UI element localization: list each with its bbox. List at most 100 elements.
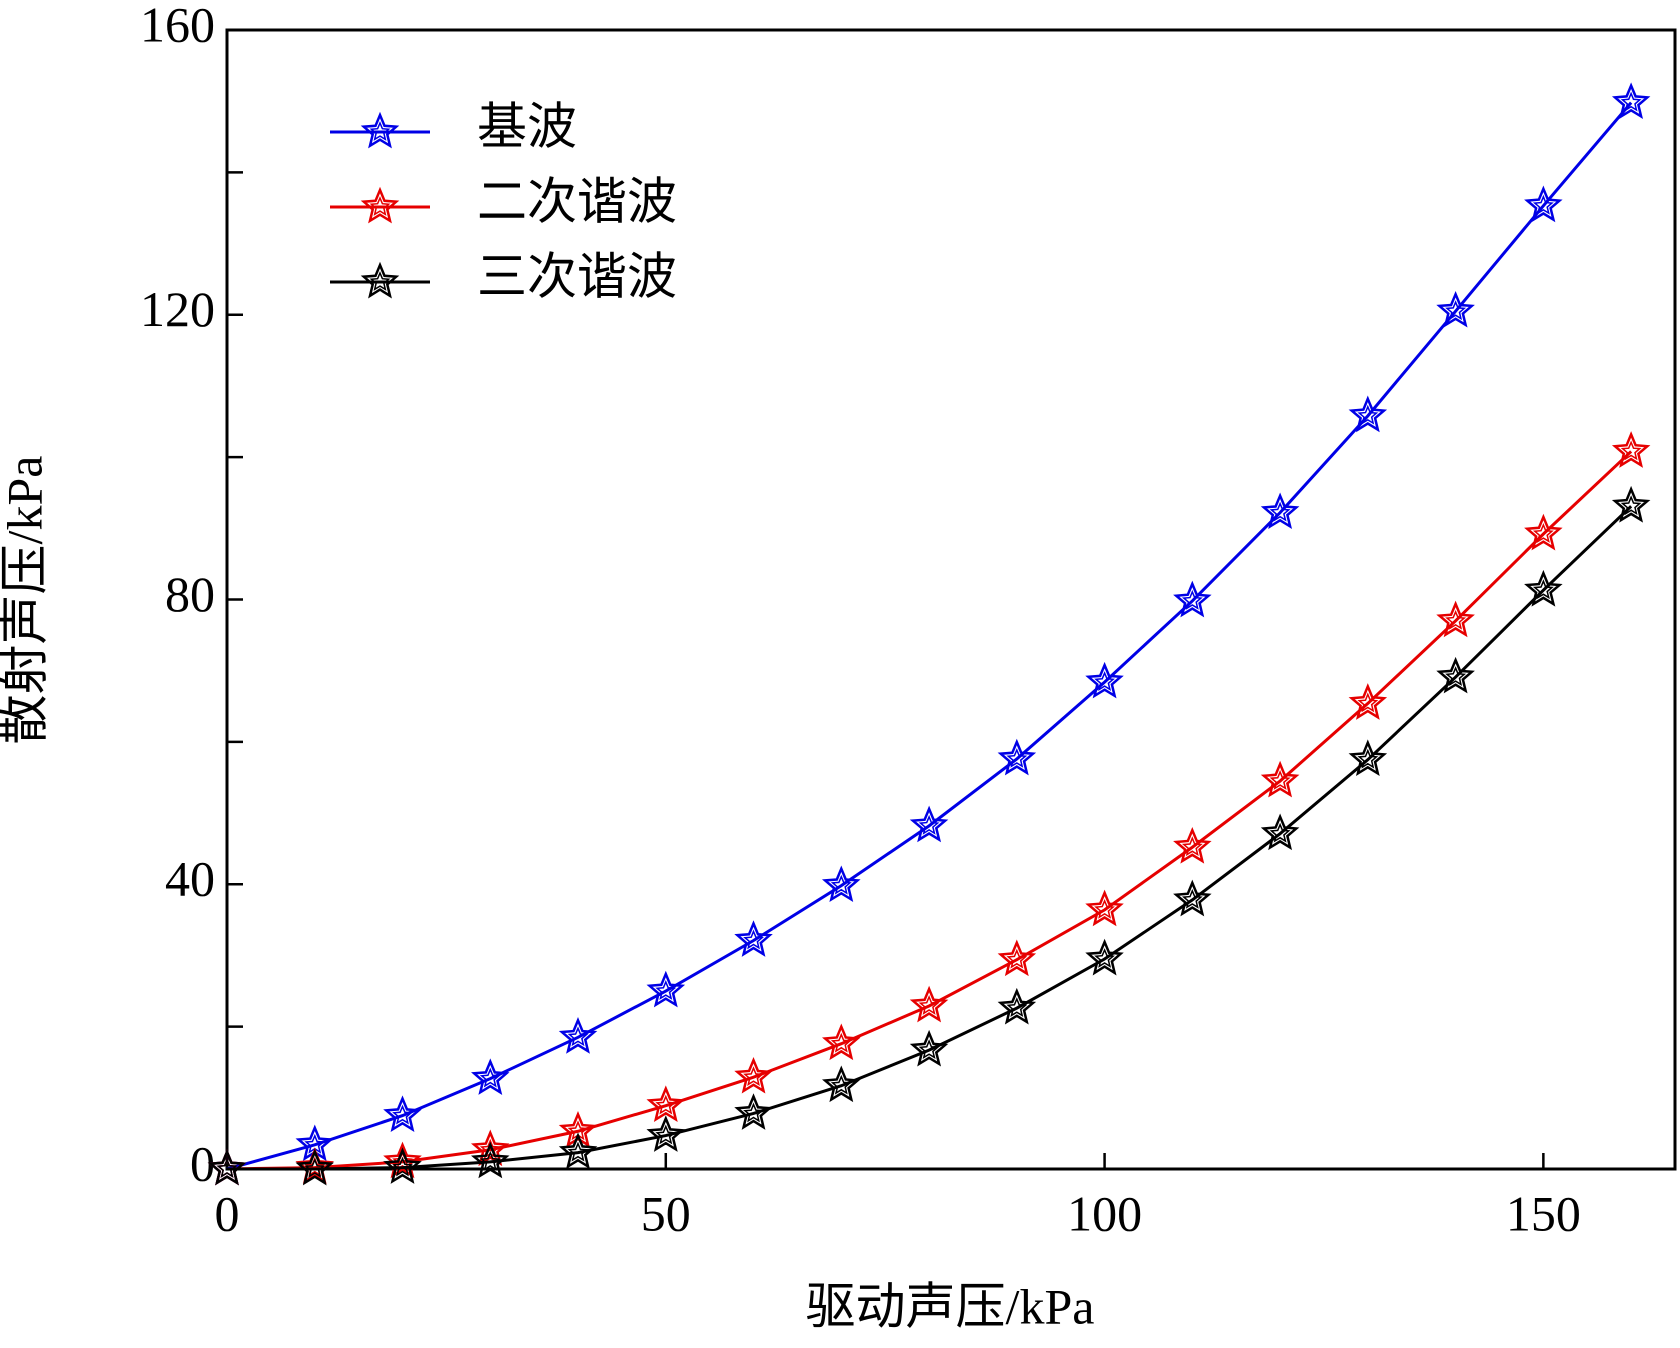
series-line (226, 101, 1633, 1171)
marker (1436, 656, 1475, 694)
marker-inner (1532, 194, 1554, 215)
marker (909, 1029, 949, 1067)
legend-marker (360, 186, 400, 224)
x-tick-label: 150 (1506, 1185, 1581, 1241)
marker (734, 1056, 773, 1094)
marker-inner (743, 929, 764, 950)
marker-inner (830, 1074, 852, 1095)
marker-inner (1532, 523, 1554, 543)
marker (1436, 290, 1475, 328)
marker-inner (1620, 495, 1642, 516)
marker (646, 1115, 686, 1152)
marker-inner (1006, 748, 1028, 768)
marker (1173, 826, 1212, 864)
marker (1524, 569, 1563, 607)
marker-inner (216, 1158, 238, 1178)
marker (383, 1147, 422, 1184)
marker-inner (1620, 440, 1642, 461)
marker (1348, 683, 1388, 720)
marker (1085, 938, 1124, 976)
marker (1348, 739, 1388, 777)
marker (558, 1017, 598, 1054)
marker (1260, 760, 1300, 798)
marker-inner (567, 1026, 589, 1047)
marker (558, 1111, 598, 1148)
marker (909, 985, 949, 1023)
marker (1611, 485, 1651, 523)
marker (822, 1065, 861, 1103)
marker-inner (743, 1102, 764, 1123)
marker (470, 1141, 510, 1179)
marker-inner (655, 980, 677, 1000)
marker (734, 920, 773, 957)
marker-inner (830, 874, 852, 895)
series-line (226, 450, 1633, 1171)
marker (295, 1147, 335, 1184)
marker (383, 1095, 422, 1133)
series-line (227, 505, 1633, 1171)
marker-inner (1094, 671, 1115, 692)
marker-inner (567, 1141, 589, 1162)
plot-frame (225, 28, 1677, 1171)
marker (909, 805, 949, 843)
legend-marker (360, 111, 400, 149)
marker (821, 865, 861, 903)
marker-inner (1357, 692, 1379, 713)
marker-inner (1532, 579, 1554, 600)
marker (1524, 513, 1563, 551)
marker-inner (1269, 501, 1291, 522)
marker (1260, 813, 1300, 851)
marker-inner (479, 1150, 501, 1171)
y-tick-label: 160 (140, 0, 215, 52)
marker-inner (1181, 589, 1203, 610)
marker-inner (1006, 948, 1028, 969)
marker (1348, 395, 1388, 433)
marker (997, 987, 1037, 1025)
marker (1436, 600, 1475, 638)
marker-inner (1357, 748, 1379, 769)
marker-inner (1181, 888, 1203, 909)
marker-inner (392, 1156, 413, 1177)
marker (1260, 492, 1300, 530)
marker-inner (392, 1104, 413, 1125)
x-axis-label: 驱动声压/kPa (806, 1278, 1095, 1334)
marker-inner (1094, 948, 1115, 968)
marker (1173, 879, 1212, 917)
marker-inner (1620, 91, 1642, 112)
marker (1173, 580, 1212, 618)
marker-inner (1181, 836, 1203, 857)
x-tick-label: 100 (1067, 1185, 1142, 1241)
marker-inner (304, 1156, 326, 1177)
marker (295, 1148, 334, 1186)
marker-inner (1445, 666, 1467, 687)
marker (997, 738, 1037, 776)
marker (646, 1085, 686, 1123)
marker-inner (369, 271, 391, 291)
legend-label: 三次谐波 (477, 248, 677, 304)
marker (1611, 82, 1651, 120)
marker-inner (918, 1039, 940, 1059)
y-axis-label: 散射声压/kPa (0, 456, 52, 745)
marker (997, 939, 1037, 977)
marker (470, 1129, 510, 1167)
marker-inner (369, 121, 391, 141)
marker-inner (655, 1094, 677, 1115)
marker (646, 970, 686, 1008)
marker (383, 1141, 422, 1179)
x-tick-label: 0 (215, 1185, 240, 1241)
marker-inner (918, 814, 940, 835)
marker-inner (1094, 898, 1115, 919)
marker (1524, 185, 1563, 223)
marker-inner (830, 1032, 852, 1053)
marker-inner (1269, 822, 1291, 843)
marker (822, 1023, 861, 1061)
marker (1085, 889, 1124, 927)
marker-inner (1445, 300, 1467, 321)
marker-inner (918, 995, 940, 1015)
legend-label: 基波 (477, 98, 577, 154)
marker-inner (369, 196, 391, 216)
marker (1611, 431, 1651, 468)
legend-marker (360, 261, 400, 299)
marker (207, 1148, 247, 1186)
